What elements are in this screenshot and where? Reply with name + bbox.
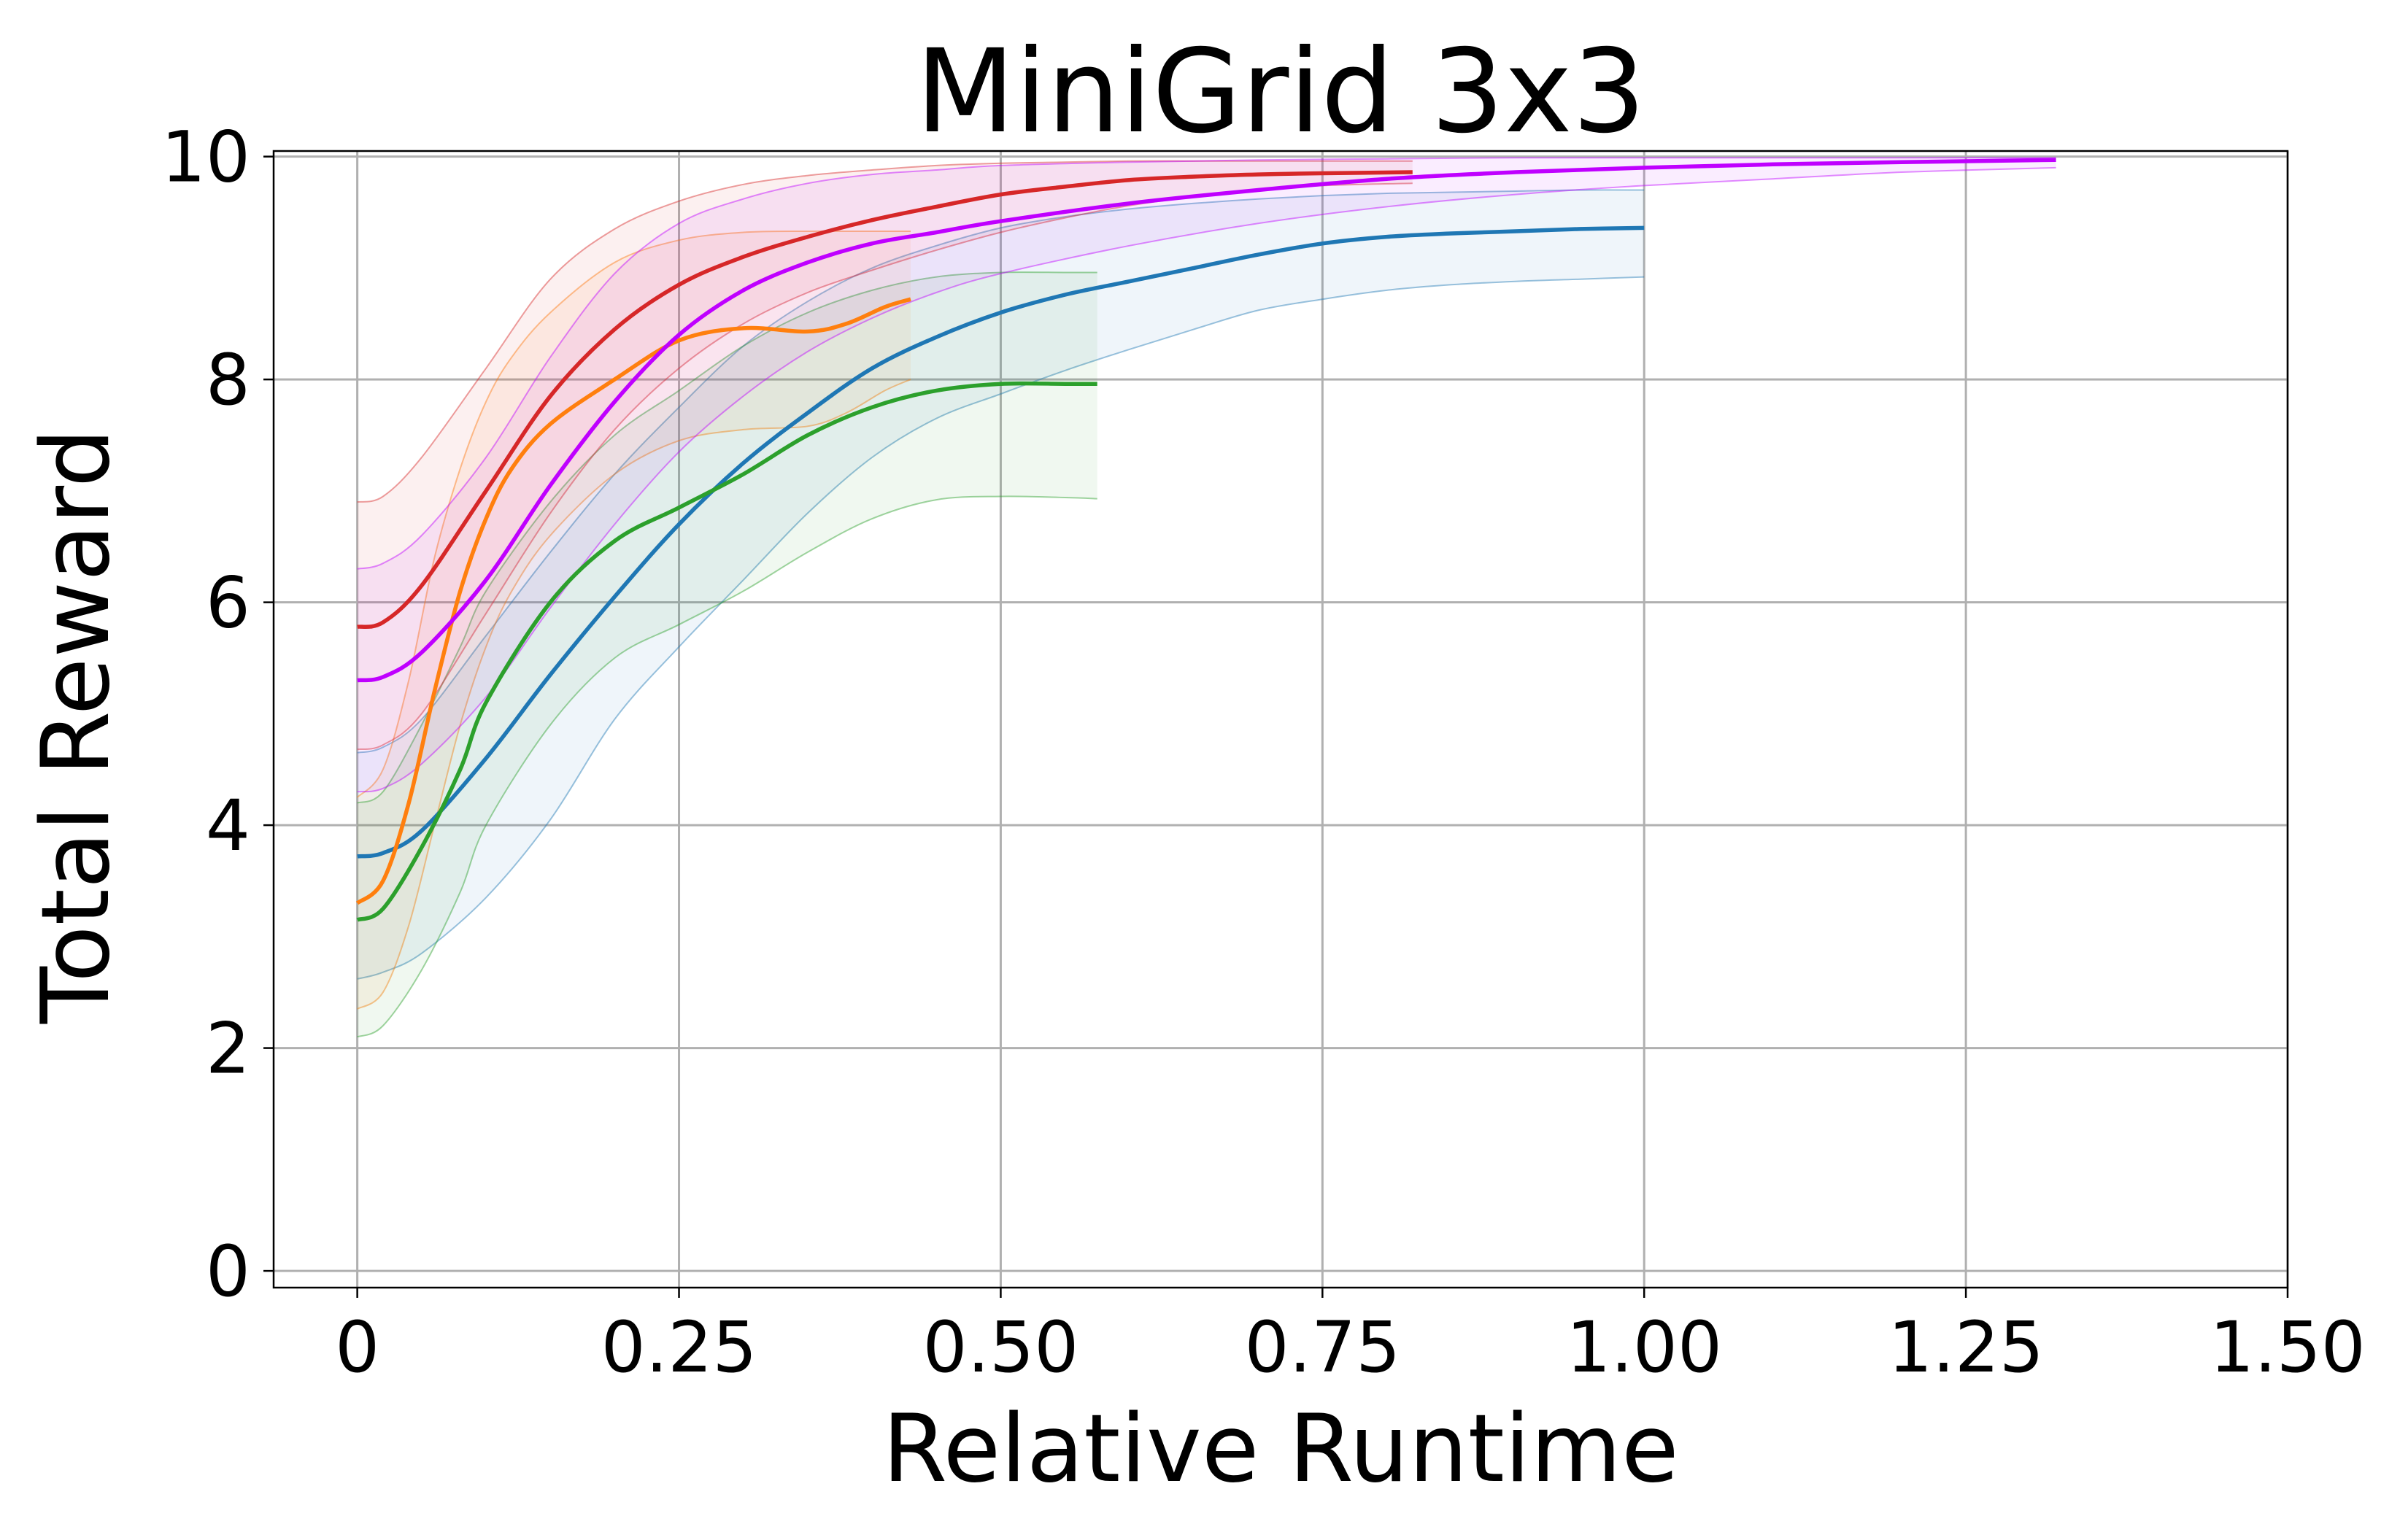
series-1-line: [357, 225, 1645, 859]
series-3-upper-bound: [357, 271, 1097, 804]
series-1-upper-bound: [357, 189, 1645, 754]
y-tick-label: 4: [206, 785, 250, 867]
x-tick-label: 1.25: [1888, 1307, 2044, 1388]
x-tick-label: 0.25: [601, 1307, 757, 1388]
series-2-line: [355, 297, 911, 905]
series-4-band: [357, 160, 1413, 750]
plot-frame: [272, 150, 2289, 1289]
series-3-line: [356, 381, 1097, 922]
series-2-upper-bound: [356, 230, 911, 798]
y-tick-label: 8: [206, 339, 250, 421]
grid: [274, 151, 2289, 1288]
series-lines: [355, 158, 2056, 922]
series-3-band: [357, 272, 1097, 1037]
y-tick-label: 0: [206, 1231, 250, 1312]
series-4-line: [357, 170, 1413, 630]
y-tick-label: 10: [161, 117, 250, 198]
series-5-band: [357, 158, 2056, 792]
x-tick-label: 0: [335, 1307, 379, 1388]
series-3-lower-bound: [357, 495, 1097, 1038]
y-axis-label: Total Reward: [22, 428, 131, 1024]
y-tick-label: 2: [206, 1008, 250, 1090]
x-axis-label: Relative Runtime: [882, 1395, 1679, 1504]
x-tick-label: 0.50: [923, 1307, 1079, 1388]
confidence-bands: [356, 157, 2056, 1038]
chart-title: MiniGrid 3x3: [916, 25, 1646, 159]
series-1-band: [357, 190, 1645, 979]
axis-ticks: 0 0.25 0.50 0.75 1.00 1.25 1.50 0 2 4 6 8 10: [161, 117, 2366, 1388]
series-5-lower-bound: [357, 166, 2056, 793]
series-2-lower-bound: [357, 379, 911, 1010]
x-tick-label: 1.00: [1566, 1307, 1722, 1388]
series-4-upper-bound: [357, 160, 1413, 503]
series-2-band: [357, 231, 911, 1010]
series-5-upper-bound: [357, 157, 2056, 570]
x-tick-label: 1.50: [2210, 1307, 2366, 1388]
x-tick-label: 0.75: [1244, 1307, 1400, 1388]
series-5-line: [357, 158, 2056, 683]
series-1-lower-bound: [357, 276, 1645, 980]
y-tick-label: 6: [206, 562, 250, 644]
